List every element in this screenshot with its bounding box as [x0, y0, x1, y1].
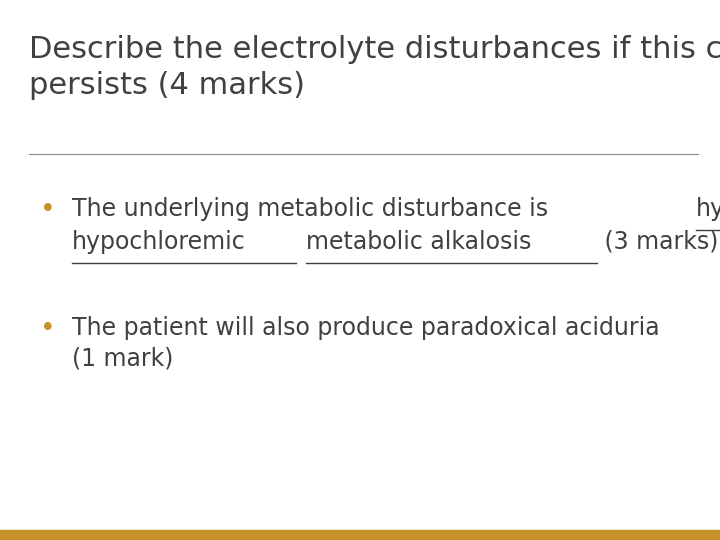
Text: Describe the electrolyte disturbances if this condition
persists (4 marks): Describe the electrolyte disturbances if…: [29, 35, 720, 100]
Text: •: •: [40, 316, 55, 342]
Text: (3 marks): (3 marks): [597, 230, 718, 254]
Text: metabolic alkalosis: metabolic alkalosis: [306, 230, 531, 254]
Text: The patient will also produce paradoxical aciduria
(1 mark): The patient will also produce paradoxica…: [72, 316, 660, 370]
Text: •: •: [40, 197, 55, 223]
Text: hypochloremic: hypochloremic: [72, 230, 246, 254]
Text: hypokalemic: hypokalemic: [696, 197, 720, 221]
Bar: [0, 530, 720, 540]
Text: The underlying metabolic disturbance is: The underlying metabolic disturbance is: [72, 197, 556, 221]
